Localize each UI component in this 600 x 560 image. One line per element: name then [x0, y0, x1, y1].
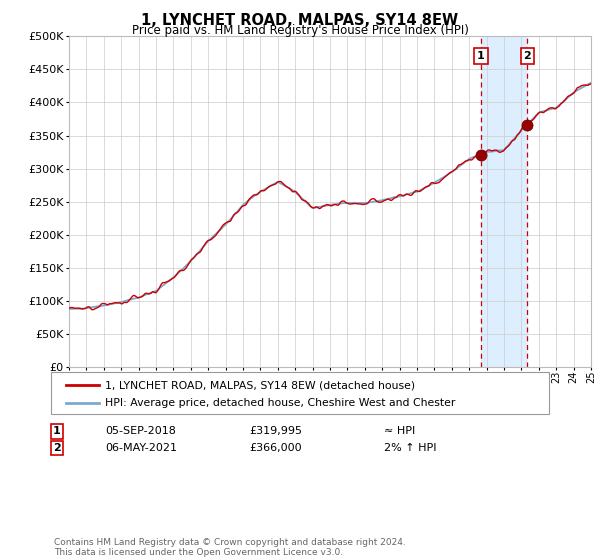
Bar: [481, 36, 527, 367]
Text: Price paid vs. HM Land Registry's House Price Index (HPI): Price paid vs. HM Land Registry's House …: [131, 24, 469, 37]
Text: 2: 2: [524, 51, 532, 61]
Text: Contains HM Land Registry data © Crown copyright and database right 2024.
This d: Contains HM Land Registry data © Crown c…: [54, 538, 406, 557]
Text: £366,000: £366,000: [249, 443, 302, 453]
Text: 05-SEP-2018: 05-SEP-2018: [105, 426, 176, 436]
Text: HPI: Average price, detached house, Cheshire West and Chester: HPI: Average price, detached house, Ches…: [105, 398, 455, 408]
Text: 1, LYNCHET ROAD, MALPAS, SY14 8EW (detached house): 1, LYNCHET ROAD, MALPAS, SY14 8EW (detac…: [105, 380, 415, 390]
Text: 2: 2: [53, 443, 61, 453]
Text: ≈ HPI: ≈ HPI: [384, 426, 415, 436]
Text: 1: 1: [477, 51, 485, 61]
Text: 1, LYNCHET ROAD, MALPAS, SY14 8EW: 1, LYNCHET ROAD, MALPAS, SY14 8EW: [142, 13, 458, 28]
Text: 1: 1: [53, 426, 61, 436]
Text: £319,995: £319,995: [249, 426, 302, 436]
Text: 2% ↑ HPI: 2% ↑ HPI: [384, 443, 437, 453]
Text: 06-MAY-2021: 06-MAY-2021: [105, 443, 177, 453]
